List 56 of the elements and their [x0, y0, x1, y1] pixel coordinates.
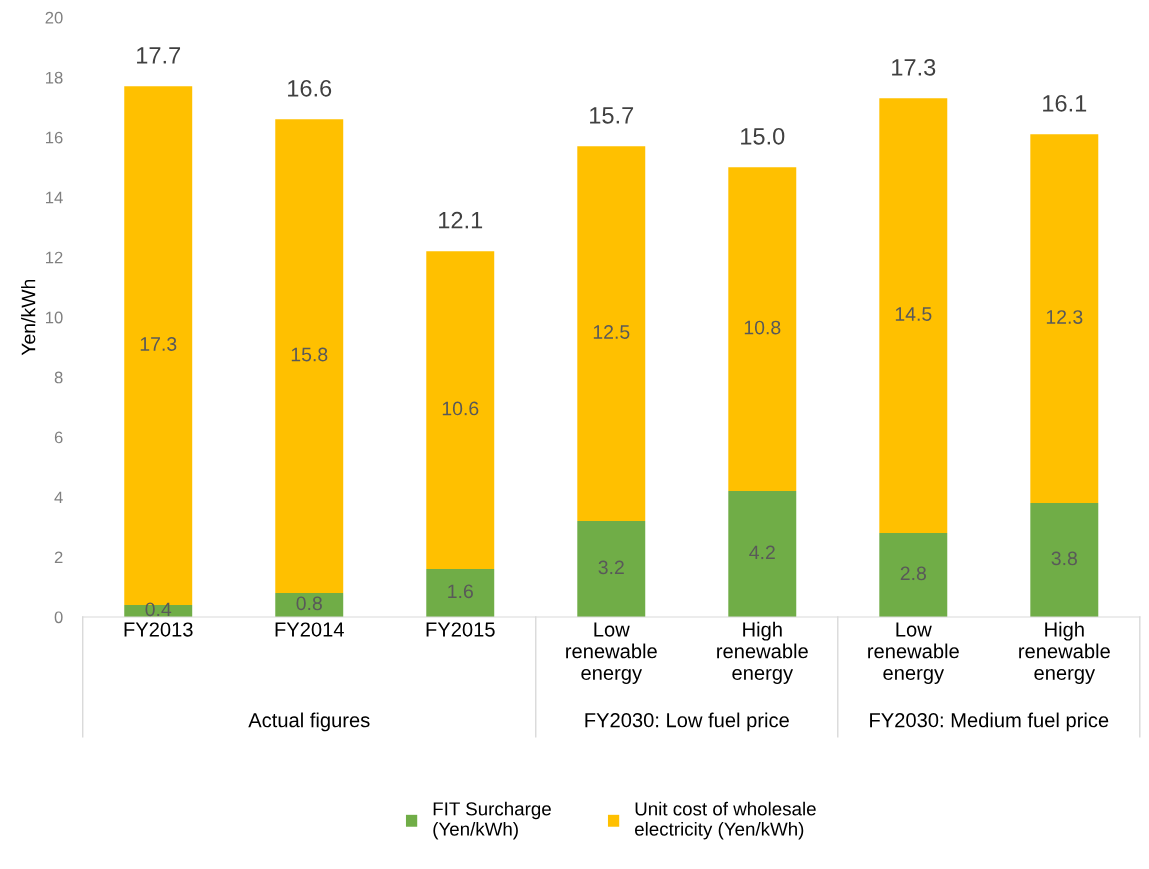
text: Actual figures	[248, 712, 370, 732]
y-tick-label: 4	[54, 491, 63, 504]
data-label: 4.2	[749, 545, 775, 560]
y-tick-label: 20	[45, 11, 63, 24]
y-axis-title: Yen/kWh	[21, 279, 36, 356]
data-label: 14.5	[895, 307, 932, 321]
x-tick-label: High renewable energy	[1019, 621, 1110, 685]
total-label: 16.1	[1043, 94, 1087, 112]
total-label: 17.3	[892, 58, 936, 76]
text: FY2030: Low fuel price	[585, 712, 789, 732]
y-tick-label: 14	[46, 191, 63, 204]
y-tick-label: 16	[46, 131, 63, 144]
x-tick-label: FY2014	[275, 622, 344, 637]
data-label: 10.6	[442, 401, 479, 416]
total-label: 12.1	[439, 211, 483, 229]
bar	[1030, 134, 1099, 504]
total-label: 15.0	[741, 127, 785, 145]
bar	[426, 569, 495, 617]
total-label: 15.7	[590, 107, 634, 124]
y-tick-label: 10	[46, 311, 63, 324]
total-label: 17.7	[137, 47, 181, 64]
y-tick-label: 2	[54, 551, 63, 564]
data-label: 12.3	[1046, 310, 1083, 324]
data-label: 10.8	[744, 320, 781, 335]
data-label: 1.6	[448, 584, 473, 599]
y-tick-label: 18	[46, 71, 63, 84]
total-label: 16.6	[288, 79, 332, 97]
bar	[728, 167, 797, 492]
y-tick-label: 6	[54, 431, 63, 444]
data-label: 0.4	[145, 602, 172, 617]
data-label: 3.8	[1051, 551, 1077, 566]
x-tick-label: FY2013	[124, 622, 193, 637]
data-label: 17.3	[140, 337, 177, 351]
x-tick-label: FY2015	[426, 622, 495, 637]
bar	[1030, 503, 1099, 617]
bar	[426, 251, 495, 570]
bar	[728, 491, 797, 617]
data-label: 12.5	[593, 325, 630, 339]
y-tick-label: 0	[54, 611, 63, 624]
y-tick-label: 8	[54, 371, 63, 384]
x-tick-label: High renewable energy	[717, 621, 808, 685]
data-label: 0.8	[296, 596, 322, 611]
x-tick-label: Low renewable energy	[566, 622, 657, 685]
bar	[879, 533, 948, 617]
legend-label: Unit cost of wholesale electricity (Yen/kWh)	[635, 801, 816, 840]
x-tick-label: Low renewable energy	[868, 622, 959, 685]
data-label: 15.8	[291, 347, 328, 362]
bar	[577, 146, 646, 522]
legend-label: FIT Surcharge (Yen/kWh)	[433, 801, 551, 840]
y-tick-label: 12	[46, 251, 63, 264]
bar	[275, 119, 344, 594]
bar	[577, 521, 646, 617]
data-label: 2.8	[900, 566, 926, 581]
data-label: 3.2	[598, 560, 624, 575]
bar	[879, 98, 948, 534]
text: FY2030: Medium fuel price	[870, 712, 1109, 732]
